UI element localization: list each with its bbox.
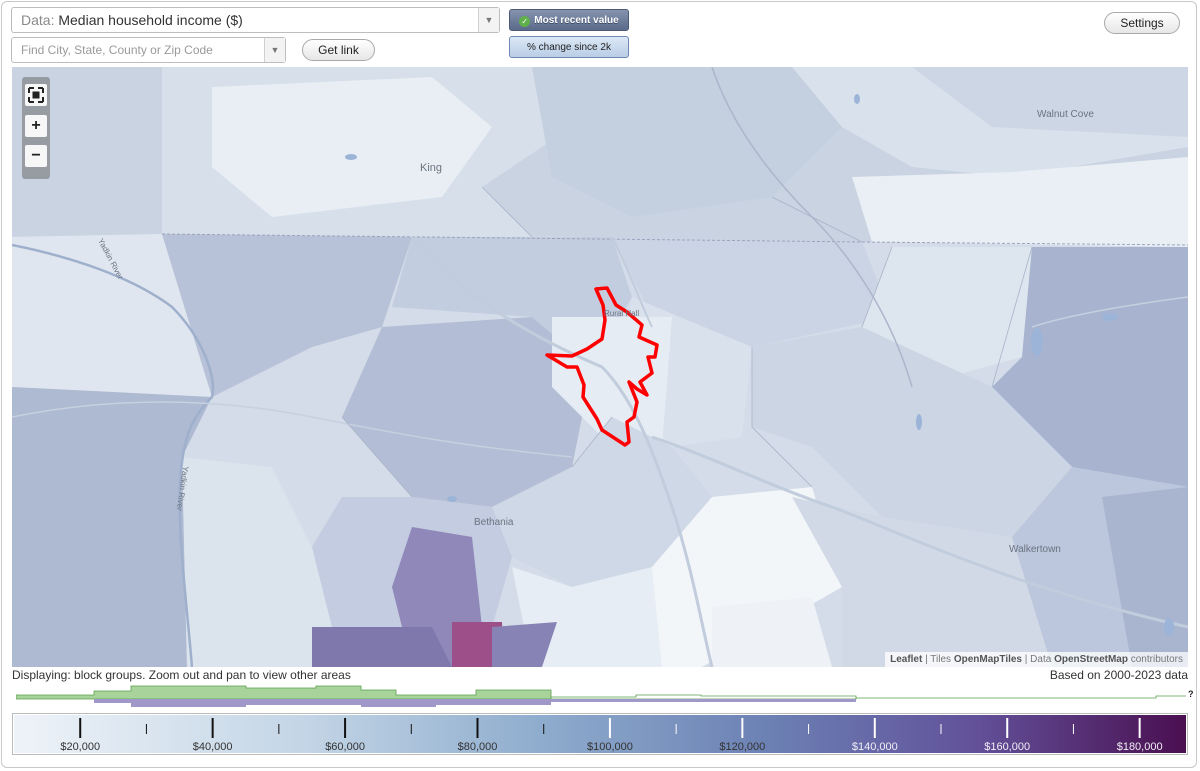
data-range-note: Based on 2000-2023 data <box>1049 668 1188 682</box>
attribution-sep-1: | Tiles <box>922 654 954 665</box>
distribution-histogram <box>16 685 1186 707</box>
location-search[interactable]: ▼ <box>11 37 286 63</box>
map-view[interactable]: King Walnut Cove Bethania Walkertown Rur… <box>12 67 1188 667</box>
legend-tick-label: $100,000 <box>587 741 633 753</box>
most-recent-value-toggle[interactable]: ✓ Most recent value <box>509 9 629 31</box>
legend-tick-label: $160,000 <box>984 741 1030 753</box>
fullscreen-icon[interactable] <box>25 84 47 106</box>
percent-change-toggle[interactable]: % change since 2k <box>509 36 629 58</box>
legend-tick-label: $120,000 <box>719 741 765 753</box>
fullscreen-glyph <box>28 87 44 103</box>
data-select-prefix: Data: <box>21 12 55 28</box>
choropleth-layer <box>12 67 1188 667</box>
color-legend: $20,000 $40,000 $60,000 $80,000 $100,000 $120… <box>12 713 1188 755</box>
settings-button[interactable]: Settings <box>1104 12 1180 34</box>
place-label-bethania: Bethania <box>474 517 514 528</box>
triangle-down-icon[interactable]: ▼ <box>478 8 499 32</box>
place-label-walnut-cove: Walnut Cove <box>1037 109 1094 120</box>
get-link-button[interactable]: Get link <box>302 39 375 61</box>
legend-tick-label: $180,000 <box>1117 741 1163 753</box>
legend-tick-label: $20,000 <box>60 741 100 753</box>
openstreetmap-link[interactable]: OpenStreetMap <box>1054 654 1128 665</box>
zoom-out-button[interactable]: − <box>25 145 47 167</box>
highlighted-area-outline <box>545 286 659 447</box>
legend-tick-label: $140,000 <box>852 741 898 753</box>
triangle-down-icon[interactable]: ▼ <box>264 38 285 62</box>
search-input[interactable] <box>12 38 262 62</box>
leaflet-link[interactable]: Leaflet <box>890 654 923 665</box>
attribution-sep-2: | Data <box>1022 654 1055 665</box>
check-icon: ✓ <box>519 16 531 27</box>
most-recent-value-label: Most recent value <box>534 15 619 26</box>
legend-tick-label: $40,000 <box>193 741 233 753</box>
attribution-contrib: contributors <box>1127 654 1183 665</box>
legend-tick-label: $60,000 <box>325 741 365 753</box>
legend-scale: $20,000 $40,000 $60,000 $80,000 $100,000 $120… <box>14 715 1186 753</box>
help-icon[interactable]: ? <box>1188 689 1194 699</box>
zoom-in-button[interactable]: + <box>25 115 47 137</box>
place-label-rural-hall: Rural Hall <box>604 309 640 318</box>
displaying-note: Displaying: block groups. Zoom out and p… <box>12 668 351 682</box>
openmaptiles-link[interactable]: OpenMapTiles <box>953 654 1022 665</box>
place-label-walkertown: Walkertown <box>1009 544 1061 555</box>
data-select[interactable]: Data: Median household income ($) ▼ <box>11 7 500 33</box>
place-label-king: King <box>420 162 443 174</box>
zoom-controls: + − <box>22 77 50 179</box>
data-select-value: Median household income ($) <box>58 12 243 28</box>
legend-tick-label: $80,000 <box>458 741 498 753</box>
map-attribution: Leaflet | Tiles OpenMapTiles | Data Open… <box>885 652 1188 667</box>
